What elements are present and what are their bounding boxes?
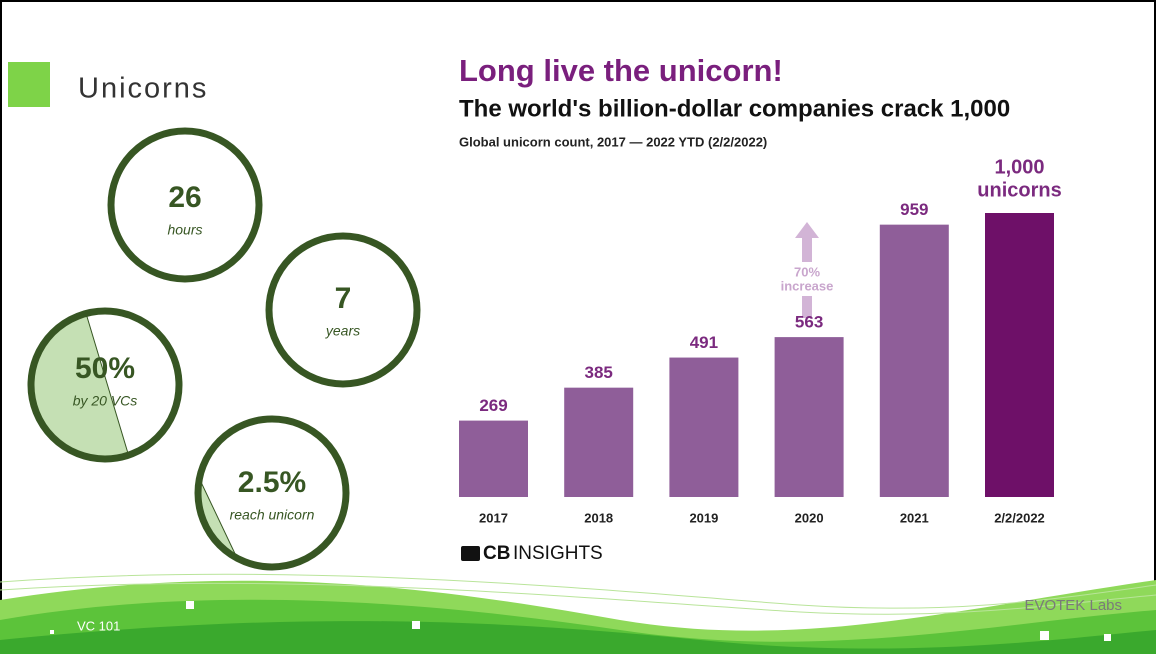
x-tick-label: 2/2/2022: [994, 510, 1045, 525]
heading: Unicorns: [78, 73, 208, 105]
decor: [1104, 634, 1111, 641]
stat-circle: [194, 415, 350, 571]
value-label: 269: [479, 396, 507, 415]
wave: [0, 621, 1156, 654]
stat-caption: hours: [167, 222, 202, 238]
footer: VC 101: [77, 618, 120, 633]
chart-subtitle: The world's billion-dollar companies cra…: [459, 95, 1010, 122]
bar: [459, 420, 528, 497]
stat-circle: [27, 307, 183, 463]
bar: [564, 387, 634, 497]
x-tick-label: 2019: [689, 510, 718, 525]
value-label-suffix: unicorns: [977, 179, 1061, 201]
source-logo: CB INSIGHTS: [461, 543, 603, 564]
x-tick-label: 2017: [479, 510, 508, 525]
annotation: increase: [781, 278, 834, 293]
x-tick-label: 2018: [584, 510, 613, 525]
logo-bold: CB: [483, 543, 510, 564]
stat-caption: by 20 VCs: [73, 393, 138, 409]
stat-caption: years: [325, 323, 360, 339]
wave-line: [0, 582, 1156, 615]
stat-circle: [107, 127, 263, 283]
stat-value: 7: [335, 282, 352, 315]
stat-caption: reach unicorn: [230, 507, 315, 523]
stat-fill: [198, 479, 239, 561]
value-label: 563: [795, 313, 823, 332]
decor: [50, 630, 54, 634]
decor: [186, 601, 194, 609]
annotation-arrow: [795, 222, 819, 262]
logo-icon: [461, 546, 480, 561]
wave-line: [0, 573, 1156, 609]
value-label: 1,000: [994, 156, 1044, 178]
annotation-arrow: [802, 296, 812, 318]
stat-circle: [265, 232, 421, 388]
bar: [985, 213, 1054, 497]
x-tick-label: 2020: [795, 510, 824, 525]
bar: [879, 224, 949, 498]
bar: [669, 357, 739, 497]
decor: [412, 621, 420, 629]
logo-light: INSIGHTS: [513, 543, 603, 564]
x-tick-label: 2021: [900, 510, 929, 525]
stat-circle-bg: [198, 419, 346, 567]
brand: EVOTEK Labs: [1024, 597, 1122, 614]
stat-value: 2.5%: [238, 466, 306, 499]
annotation: 70%: [794, 264, 820, 279]
value-label: 959: [900, 200, 928, 219]
value-label: 385: [585, 363, 613, 382]
accent: [8, 62, 50, 107]
chart-caption: Global unicorn count, 2017 — 2022 YTD (2…: [459, 134, 767, 149]
stat-value: 26: [168, 181, 201, 214]
decor: [1040, 631, 1049, 640]
value-label: 491: [690, 333, 718, 352]
stat-value: 50%: [75, 352, 135, 385]
chart-title: Long live the unicorn!: [459, 53, 783, 88]
bar: [774, 337, 844, 497]
